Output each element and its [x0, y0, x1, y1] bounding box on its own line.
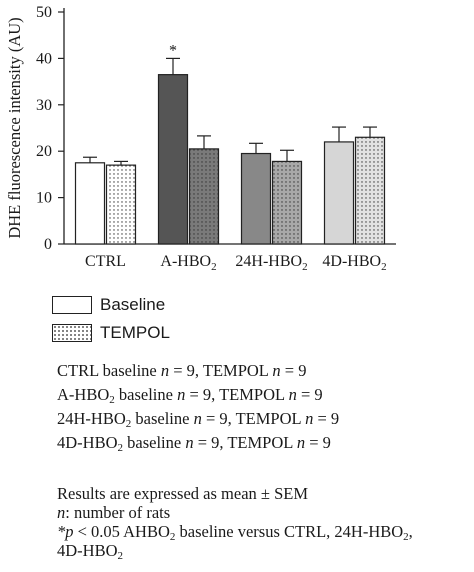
note-4d-hbo2: 4D-HBO2 baseline n = 9, TEMPOL n = 9: [57, 432, 339, 454]
footnote-text: ,: [408, 522, 413, 541]
footnote-text: < 0.05 AHBO: [73, 522, 170, 541]
note-text: = 9, TEMPOL: [169, 361, 273, 380]
y-tick-label: 0: [44, 236, 52, 253]
note-n: n: [185, 433, 194, 452]
note-subscript: 2: [125, 418, 132, 430]
sample-size-notes: CTRL baseline n = 9, TEMPOL n = 9 A-HBO2…: [57, 360, 339, 456]
footnote-text: : number of rats: [65, 503, 171, 522]
note-text: A-HBO: [57, 385, 110, 404]
note-n: n: [272, 361, 281, 380]
footnote-star: *: [57, 522, 66, 541]
note-text: = 9: [305, 433, 331, 452]
note-text: baseline: [131, 409, 194, 428]
bar-tempol-ctrl: [105, 164, 137, 245]
note-text: 4D-HBO: [57, 433, 118, 452]
chart-svg: 0 10 20 30 40 50 DHE fluorescence intensity (A…: [5, 4, 396, 273]
footnote-text: baseline versus CTRL, 24H-HBO: [175, 522, 404, 541]
legend-swatch-tempol: [52, 324, 92, 342]
note-text: baseline: [123, 433, 186, 452]
x-tick-label: 4D-HBO2: [322, 253, 386, 273]
note-text: = 9, TEMPOL: [201, 409, 306, 428]
significance-star: *: [169, 42, 177, 59]
footnote-significance-cont: 4D-HBO2: [57, 541, 472, 562]
note-n: n: [305, 409, 314, 428]
footnote-p: p: [65, 522, 74, 541]
note-ctrl: CTRL baseline n = 9, TEMPOL n = 9: [57, 360, 339, 382]
footnotes: Results are expressed as mean ± SEM n: n…: [57, 484, 472, 562]
bar-chart: 0 10 20 30 40 50 DHE fluorescence intensity (A…: [5, 4, 396, 273]
y-axis-title: DHE fluorescence intensity (AU): [5, 17, 24, 238]
bar-baseline-a-hbo: [157, 74, 189, 245]
footnote-n: n: [57, 503, 66, 522]
note-n: n: [177, 385, 186, 404]
bar-baseline-ctrl: [74, 162, 106, 245]
note-text: = 9: [313, 409, 340, 428]
bar-tempol-24h-hbo: [271, 160, 303, 245]
note-subscript: 2: [117, 442, 124, 454]
note-n: n: [288, 385, 297, 404]
note-text: = 9: [296, 385, 323, 404]
footnote-n-definition: n: number of rats: [57, 503, 472, 522]
note-a-hbo2: A-HBO2 baseline n = 9, TEMPOL n = 9: [57, 384, 339, 406]
note-n: n: [160, 361, 170, 380]
footnote-subscript: 2: [117, 550, 124, 562]
note-text: baseline: [114, 385, 178, 404]
y-tick-label: 40: [36, 50, 52, 67]
y-tick-label: 10: [36, 190, 52, 207]
legend: Baseline TEMPOL: [52, 293, 170, 349]
legend-item-baseline: Baseline: [52, 293, 170, 317]
legend-swatch-baseline: [52, 296, 92, 314]
note-24h-hbo2: 24H-HBO2 baseline n = 9, TEMPOL n = 9: [57, 408, 339, 430]
note-n: n: [296, 433, 306, 452]
note-text: = 9: [280, 361, 307, 380]
x-tick-label: 24H-HBO2: [235, 253, 307, 273]
note-n: n: [193, 409, 202, 428]
footnote-significance: *p < 0.05 AHBO2 baseline versus CTRL, 24…: [57, 522, 472, 543]
legend-item-tempol: TEMPOL: [52, 321, 170, 345]
footnote-text: 4D-HBO: [57, 541, 118, 560]
bar-baseline-24h-hbo: [240, 152, 272, 245]
bar-tempol-4d-hbo: [354, 136, 386, 245]
note-text: 24H-HBO: [57, 409, 126, 428]
bar-tempol-a-hbo: [188, 148, 220, 245]
y-tick-label: 30: [36, 97, 52, 114]
footnote-subscript: 2: [403, 531, 409, 543]
legend-label-tempol: TEMPOL: [100, 323, 170, 342]
note-text: CTRL baseline: [57, 361, 161, 380]
y-tick-label: 20: [36, 143, 52, 160]
x-tick-label: CTRL: [85, 253, 126, 270]
note-text: = 9, TEMPOL: [193, 433, 297, 452]
footnote-mean-sem: Results are expressed as mean ± SEM: [57, 484, 308, 503]
legend-label-baseline: Baseline: [100, 295, 166, 314]
y-tick-label: 50: [36, 4, 52, 21]
note-subscript: 2: [109, 394, 115, 406]
x-tick-label: A-HBO2: [160, 253, 216, 273]
footnote-subscript: 2: [169, 531, 176, 543]
note-text: = 9, TEMPOL: [185, 385, 289, 404]
bar-baseline-4d-hbo: [323, 141, 355, 245]
